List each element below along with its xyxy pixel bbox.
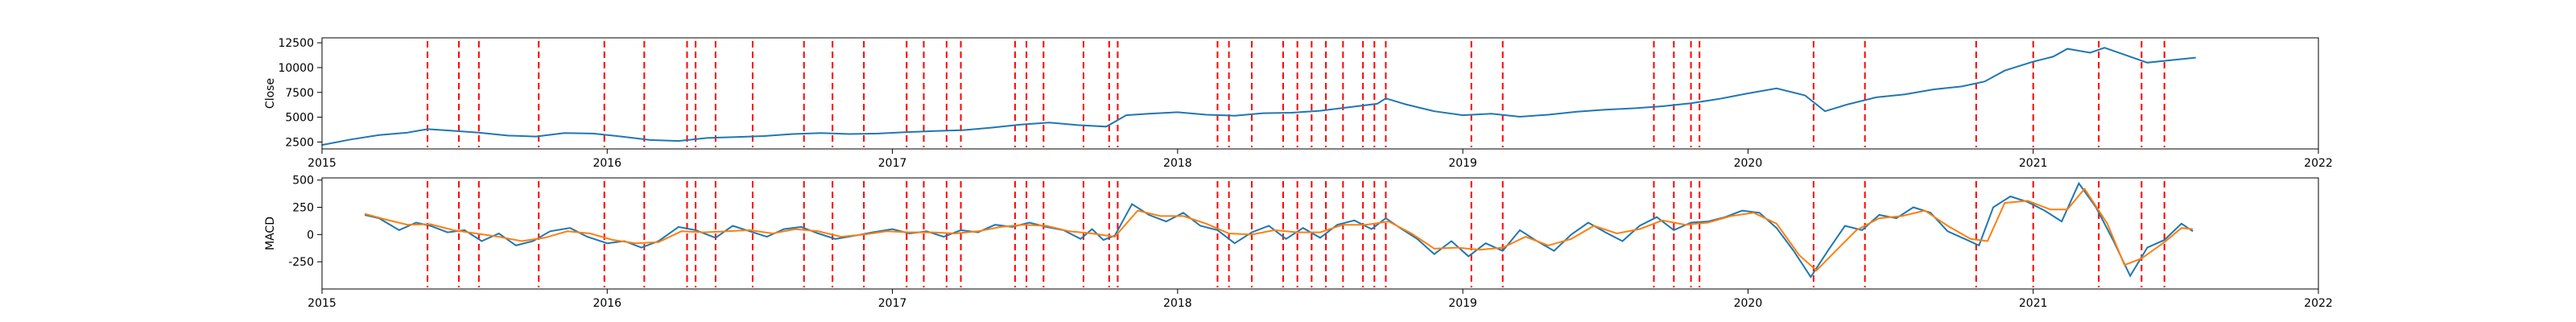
y-tick-label: -250 — [288, 256, 314, 269]
x-tick-label: 2015 — [308, 297, 336, 310]
close-y-axis-label: Close — [264, 78, 277, 109]
macd-event-lines — [427, 181, 2165, 287]
macd-line — [364, 181, 2194, 279]
macd-axes-frame — [321, 177, 2319, 290]
close-series — [321, 47, 2196, 147]
x-tick-label: 2022 — [2304, 157, 2333, 170]
y-tick-label: 0 — [307, 229, 314, 242]
x-tick-label: 2019 — [1448, 157, 1477, 170]
x-tick-label: 2020 — [1734, 157, 1763, 170]
close-y-axis: 2500 5000 7500 10000 12500 — [278, 37, 322, 149]
close-axes-frame — [321, 37, 2319, 150]
close-line — [321, 47, 2196, 147]
macd-panel: -250 0 250 500 2015 2016 2017 2018 2019 2020 2021… — [264, 175, 2333, 310]
y-tick-label: 250 — [292, 202, 314, 215]
x-tick-label: 2016 — [592, 297, 621, 310]
x-tick-label: 2018 — [1163, 297, 1192, 310]
y-tick-label: 5000 — [285, 112, 314, 125]
y-tick-label: 7500 — [285, 87, 314, 100]
x-tick-label: 2017 — [878, 297, 907, 310]
y-tick-label: 2500 — [285, 136, 314, 149]
x-tick-label: 2016 — [592, 157, 621, 170]
x-tick-label: 2021 — [2019, 157, 2048, 170]
x-tick-label: 2022 — [2304, 297, 2333, 310]
y-tick-label: 500 — [292, 175, 314, 188]
macd-y-axis-label: MACD — [264, 217, 277, 250]
y-tick-label: 10000 — [278, 62, 314, 75]
signal-line — [364, 187, 2194, 272]
macd-y-axis: -250 0 250 500 — [288, 175, 322, 269]
x-tick-label: 2018 — [1163, 157, 1192, 170]
macd-series — [364, 181, 2194, 279]
macd-x-axis: 2015 2016 2017 2018 2019 2020 2021 2022 — [308, 289, 2333, 310]
x-tick-label: 2021 — [2019, 297, 2048, 310]
x-tick-label: 2019 — [1448, 297, 1477, 310]
x-tick-label: 2017 — [878, 157, 907, 170]
x-tick-label: 2020 — [1734, 297, 1763, 310]
close-x-axis: 2015 2016 2017 2018 2019 2020 2021 2022 — [308, 149, 2333, 170]
y-tick-label: 12500 — [278, 37, 314, 50]
x-tick-label: 2015 — [308, 157, 336, 170]
